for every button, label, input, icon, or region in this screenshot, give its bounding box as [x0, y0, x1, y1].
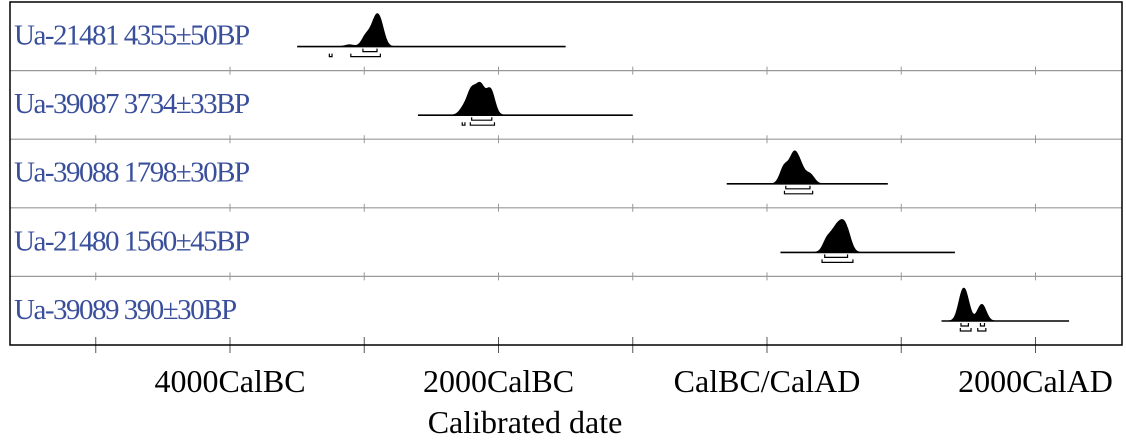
- x-tick-label: 2000CalAD: [958, 363, 1113, 399]
- sigma2-range: [977, 327, 987, 332]
- sample-label: Ua-21481 4355±50BP: [14, 20, 249, 52]
- sigma2-range: [350, 53, 381, 58]
- sample-row: Ua-39088 1798±30BP: [10, 135, 1122, 195]
- plot-frame: [9, 1, 1123, 346]
- sigma1-range: [979, 322, 986, 327]
- x-axis: 4000CalBC 2000CalBC CalBC/CalAD 2000CalAD: [95, 337, 1113, 399]
- sample-row: Ua-39089 390±30BP: [10, 272, 1122, 332]
- probability-distribution: [336, 13, 394, 47]
- probability-distribution: [814, 219, 861, 253]
- sigma2-range: [959, 327, 972, 332]
- sigma2-range: [461, 122, 466, 126]
- probability-distribution: [949, 287, 996, 322]
- sample-label: Ua-39088 1798±30BP: [14, 157, 249, 189]
- x-tick-label: 4000CalBC: [154, 363, 305, 399]
- probability-distribution: [450, 81, 505, 116]
- sample-label: Ua-21480 1560±45BP: [14, 225, 249, 257]
- sample-row: Ua-21481 4355±50BP: [14, 13, 566, 58]
- sample-row: Ua-39087 3734±33BP: [10, 66, 1122, 126]
- sigma2-range: [783, 190, 814, 195]
- sigma1-range: [471, 117, 493, 121]
- x-tick-label: 2000CalBC: [423, 363, 574, 399]
- x-axis-title: Calibrated date: [428, 404, 623, 440]
- sigma2-range: [469, 122, 496, 126]
- sigma2-range: [821, 259, 854, 263]
- sigma1-range: [960, 322, 969, 327]
- sample-label: Ua-39087 3734±33BP: [14, 88, 249, 120]
- sample-row: Ua-21480 1560±45BP: [10, 203, 1122, 263]
- sample-label: Ua-39089 390±30BP: [14, 294, 236, 326]
- sigma1-range: [824, 254, 849, 258]
- sigma1-range: [785, 185, 811, 190]
- x-tick-label: CalBC/CalAD: [674, 363, 861, 399]
- sigma2-range: [328, 53, 333, 58]
- sigma1-range: [362, 48, 378, 53]
- sample-rows: Ua-21481 4355±50BP Ua-39087 3734±33BP Ua-3…: [10, 13, 1122, 332]
- probability-distribution: [771, 150, 824, 185]
